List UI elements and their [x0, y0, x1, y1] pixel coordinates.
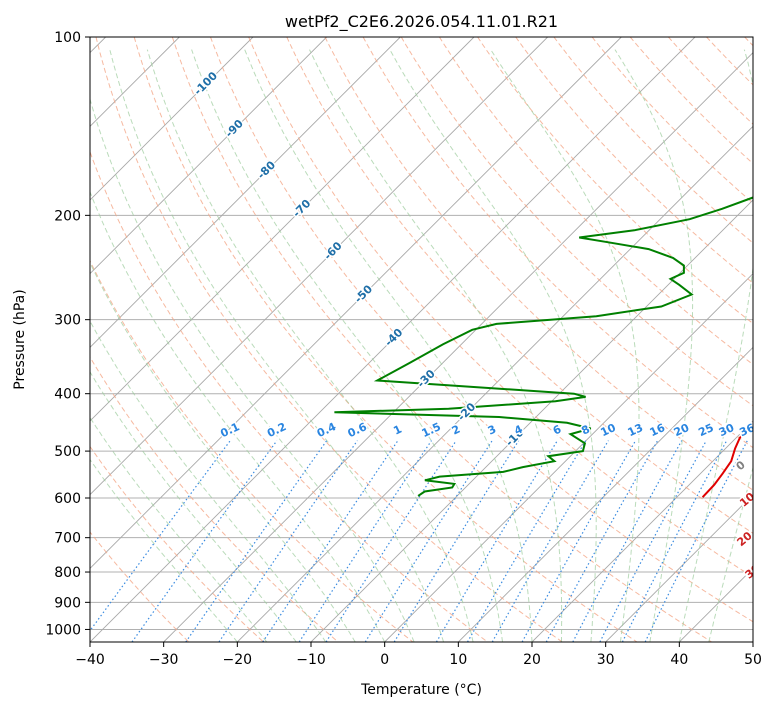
- plot-area: [90, 37, 753, 642]
- mixing-ratio-line: [545, 440, 659, 642]
- isotherm-line: [237, 125, 753, 642]
- dry-adiabat: [438, 37, 753, 366]
- moist-adiabat: [708, 465, 753, 642]
- chart-title: wetPf2_C2E6.2026.054.11.01.R21: [285, 12, 558, 32]
- y-tick-label: 400: [54, 387, 81, 403]
- moist-adiabat: [678, 49, 753, 642]
- moist-adiabat: [90, 190, 386, 642]
- x-tick-label: −40: [75, 652, 105, 668]
- dry-adiabat: [400, 37, 753, 407]
- mixing-ratio-line: [521, 440, 637, 642]
- isotherm-line: [90, 37, 475, 422]
- isotherm-line: [458, 346, 753, 642]
- mixing-ratio-line: [262, 440, 399, 642]
- isotherm-line: [90, 37, 327, 275]
- mixing-ratio-line: [325, 440, 457, 642]
- mixing-ratio-line: [90, 440, 231, 632]
- mixing-ratio-line: [364, 440, 493, 642]
- temperature-profile: [701, 421, 753, 498]
- isotherm-line: [90, 37, 548, 496]
- dry-adiabat: [362, 37, 753, 449]
- isotherm-line: [90, 37, 401, 348]
- moist-adiabat: [90, 320, 327, 642]
- y-tick-label: 1000: [45, 622, 81, 638]
- mixing-ratio-line: [298, 440, 432, 642]
- y-axis: 100 200 300 400 500 600 700 800 900 1000: [45, 30, 90, 638]
- moist-adiabat: [90, 261, 356, 642]
- dry-adiabat: [95, 37, 563, 642]
- x-tick-label: −10: [296, 652, 326, 668]
- moist-adiabat: [90, 97, 415, 642]
- y-tick-label: 900: [54, 595, 81, 611]
- dry-adiabat: [90, 445, 264, 642]
- isotherm-line: [90, 37, 696, 642]
- y-axis-label: Pressure (hPa): [12, 289, 28, 389]
- dry-adiabat: [210, 37, 753, 623]
- x-tick-label: −30: [149, 652, 179, 668]
- profile-series: [334, 196, 753, 498]
- dry-adiabat: [629, 37, 753, 165]
- x-axis-label: Temperature (°C): [360, 682, 482, 698]
- mixing-ratio-line: [393, 440, 520, 642]
- isotherm-line: [90, 37, 622, 569]
- x-tick-label: 30: [597, 652, 615, 668]
- x-axis: −40 −30 −20 −10 0 10 20 30 40 50: [75, 642, 762, 668]
- isotherm-line: [163, 52, 753, 642]
- y-tick-label: 100: [54, 30, 81, 46]
- moist-adiabat: [309, 49, 563, 642]
- y-tick-label: 700: [54, 531, 81, 547]
- x-tick-label: 0: [380, 652, 389, 668]
- dry-adiabat: [133, 37, 638, 642]
- moist-adiabat: [389, 49, 597, 642]
- dewpoint-profile: [334, 196, 753, 497]
- grid-lines: [90, 37, 753, 642]
- y-tick-label: 800: [54, 565, 81, 581]
- dry-adiabat: [286, 37, 753, 534]
- dry-adiabat: [324, 37, 753, 491]
- moist-adiabat: [490, 49, 640, 642]
- mixing-ratio-line: [572, 440, 683, 642]
- x-tick-label: 20: [523, 652, 541, 668]
- thermo-reference-lines: [90, 37, 753, 642]
- dry-adiabat: [515, 37, 753, 284]
- y-tick-label: 300: [54, 313, 81, 329]
- y-tick-label: 600: [54, 491, 81, 507]
- isotherm-line: [90, 37, 254, 201]
- mixing-ratio-line: [644, 440, 748, 642]
- mixing-ratio-line: [435, 440, 558, 642]
- moist-adiabat: [244, 49, 533, 642]
- mixing-ratio-line: [185, 440, 328, 642]
- dry-adiabat: [248, 37, 753, 578]
- moist-adiabat: [90, 370, 297, 642]
- y-tick-label: 200: [54, 208, 81, 224]
- moist-adiabat: [109, 49, 445, 642]
- dry-adiabat: [553, 37, 753, 244]
- isotherm-line: [605, 494, 753, 642]
- moist-adiabat: [614, 49, 694, 642]
- x-tick-label: −20: [223, 652, 253, 668]
- dry-adiabat: [90, 356, 339, 642]
- moist-adiabat: [191, 49, 503, 642]
- mixing-ratio-line: [491, 440, 609, 642]
- moist-adiabat: [146, 49, 474, 642]
- x-tick-label: 50: [744, 652, 762, 668]
- mixing-ratio-line: [131, 440, 278, 642]
- x-tick-label: 40: [670, 652, 688, 668]
- y-tick-label: 500: [54, 444, 81, 460]
- dry-adiabat-label: 30: [743, 562, 763, 582]
- dry-adiabat: [171, 37, 712, 642]
- x-tick-label: 10: [449, 652, 467, 668]
- isotherm-line: [384, 273, 753, 642]
- dry-adiabat: [90, 259, 414, 642]
- mixing-ratio-line: [466, 440, 587, 642]
- plot-frame: [89, 36, 754, 643]
- isotherm-line: [531, 420, 753, 642]
